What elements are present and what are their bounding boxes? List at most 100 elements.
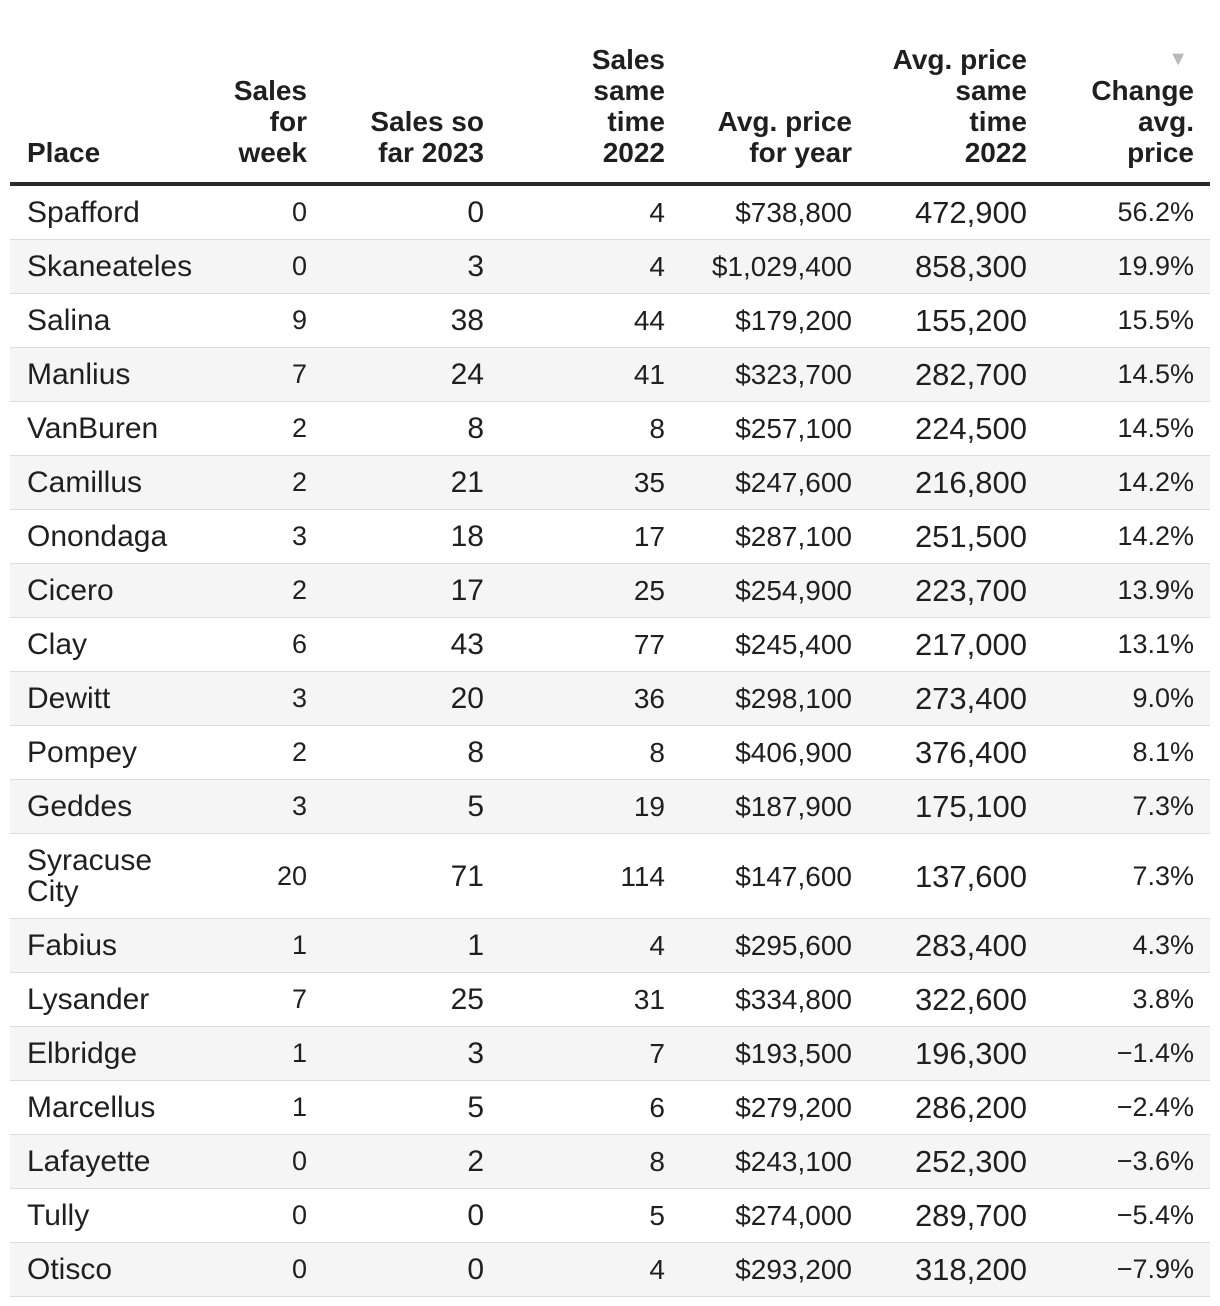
price_year-cell: $243,100 (665, 1134, 852, 1189)
sales_2023-cell: 5 (307, 1080, 484, 1135)
table-row: Spafford 0 0 4 $738,800 472,900 56.2% (10, 184, 1210, 240)
price_year-cell: $738,800 (665, 184, 852, 240)
price_2022-cell: 224,500 (852, 401, 1027, 456)
price_year-cell: $1,029,400 (665, 239, 852, 294)
sales_2023-cell: 2 (307, 1134, 484, 1189)
column-header-sales_2022[interactable]: Sales same time 2022 (484, 0, 665, 186)
sales_2023-cell: 43 (307, 617, 484, 672)
sales_2022-cell: 4 (484, 918, 665, 973)
sales_week-cell: 1 (200, 918, 307, 973)
column-label-sales_2023: Sales so far 2023 (370, 106, 484, 168)
price_year-cell: $334,800 (665, 972, 852, 1027)
sales_week-cell: 2 (200, 401, 307, 456)
change-cell: 14.2% (1027, 509, 1210, 564)
place-cell: Lafayette (10, 1134, 200, 1189)
place-cell: Lysander (10, 972, 200, 1027)
table-row: Elbridge 1 3 7 $193,500 196,300 −1.4% (10, 1026, 1210, 1081)
sales_2023-cell: 20 (307, 671, 484, 726)
table-row: Tully 0 0 5 $274,000 289,700 −5.4% (10, 1188, 1210, 1243)
table-row: Syracuse City 20 71 114 $147,600 137,600 7.3% (10, 833, 1210, 919)
column-header-sales_week[interactable]: Sales for week (200, 0, 307, 186)
place-cell: Fabius (10, 918, 200, 973)
sales_2022-cell: 7 (484, 1026, 665, 1081)
price_2022-cell: 217,000 (852, 617, 1027, 672)
place-cell: Skaneateles (10, 239, 200, 294)
price_year-cell: $187,900 (665, 779, 852, 834)
sales_2022-cell: 8 (484, 1134, 665, 1189)
price_2022-cell: 322,600 (852, 972, 1027, 1027)
price_year-cell: $254,900 (665, 563, 852, 618)
place-cell: Salina (10, 293, 200, 348)
price_year-cell: $245,400 (665, 617, 852, 672)
sales_2022-cell: 19 (484, 779, 665, 834)
column-header-price_2022[interactable]: Avg. price same time 2022 (852, 0, 1027, 186)
price_2022-cell: 252,300 (852, 1134, 1027, 1189)
place-cell: Dewitt (10, 671, 200, 726)
price_2022-cell: 175,100 (852, 779, 1027, 834)
sales_week-cell: 0 (200, 239, 307, 294)
place-cell: Pompey (10, 725, 200, 780)
sales_2023-cell: 24 (307, 347, 484, 402)
price_year-cell: $247,600 (665, 455, 852, 510)
column-header-change[interactable]: ▼ Change avg. price (1027, 0, 1210, 186)
change-cell: −2.4% (1027, 1080, 1210, 1135)
price_2022-cell: 376,400 (852, 725, 1027, 780)
place-cell: Clay (10, 617, 200, 672)
sort-descending-icon: ▼ (1168, 48, 1188, 70)
sales_2022-cell: 31 (484, 972, 665, 1027)
sales_2023-cell: 1 (307, 918, 484, 973)
place-cell: Geddes (10, 779, 200, 834)
price_year-cell: $279,200 (665, 1080, 852, 1135)
sales_week-cell: 0 (200, 1242, 307, 1297)
price_2022-cell: 137,600 (852, 833, 1027, 919)
place-cell: Spafford (10, 184, 200, 240)
table-row: Camillus 2 21 35 $247,600 216,800 14.2% (10, 455, 1210, 510)
column-label-change: Change avg. price (1091, 75, 1194, 168)
sales_week-cell: 0 (200, 184, 307, 240)
table-row: Salina 9 38 44 $179,200 155,200 15.5% (10, 293, 1210, 348)
change-cell: 13.1% (1027, 617, 1210, 672)
price_year-cell: $293,200 (665, 1242, 852, 1297)
sales_2022-cell: 17 (484, 509, 665, 564)
table-row: Otisco 0 0 4 $293,200 318,200 −7.9% (10, 1242, 1210, 1297)
sales_week-cell: 20 (200, 833, 307, 919)
sales_2022-cell: 8 (484, 725, 665, 780)
place-cell: Cicero (10, 563, 200, 618)
header-row: Place Sales for week Sales so far 2023 Sale… (10, 0, 1210, 186)
sales_2023-cell: 3 (307, 1026, 484, 1081)
sales_week-cell: 7 (200, 347, 307, 402)
table-row: Marcellus 1 5 6 $279,200 286,200 −2.4% (10, 1080, 1210, 1135)
price_year-cell: $274,000 (665, 1188, 852, 1243)
table-row: Lysander 7 25 31 $334,800 322,600 3.8% (10, 972, 1210, 1027)
sales_2023-cell: 8 (307, 401, 484, 456)
sales_2022-cell: 35 (484, 455, 665, 510)
change-cell: 8.1% (1027, 725, 1210, 780)
sales_2022-cell: 36 (484, 671, 665, 726)
sales_2023-cell: 8 (307, 725, 484, 780)
price_year-cell: $287,100 (665, 509, 852, 564)
column-header-sales_2023[interactable]: Sales so far 2023 (307, 0, 484, 186)
sales_2022-cell: 8 (484, 401, 665, 456)
column-header-place[interactable]: Place (10, 0, 200, 186)
price_2022-cell: 155,200 (852, 293, 1027, 348)
sales_week-cell: 6 (200, 617, 307, 672)
price_year-cell: $147,600 (665, 833, 852, 919)
price_year-cell: $257,100 (665, 401, 852, 456)
price_2022-cell: 251,500 (852, 509, 1027, 564)
place-cell: VanBuren (10, 401, 200, 456)
sales_week-cell: 0 (200, 1188, 307, 1243)
sales_2023-cell: 0 (307, 1242, 484, 1297)
table-row: Manlius 7 24 41 $323,700 282,700 14.5% (10, 347, 1210, 402)
sales_week-cell: 7 (200, 972, 307, 1027)
price_2022-cell: 223,700 (852, 563, 1027, 618)
change-cell: 3.8% (1027, 972, 1210, 1027)
sales_week-cell: 3 (200, 671, 307, 726)
price_2022-cell: 286,200 (852, 1080, 1027, 1135)
table-row: Skaneateles 0 3 4 $1,029,400 858,300 19.9% (10, 239, 1210, 294)
table-row: Pompey 2 8 8 $406,900 376,400 8.1% (10, 725, 1210, 780)
column-header-price_year[interactable]: Avg. price for year (665, 0, 852, 186)
table-row: Geddes 3 5 19 $187,900 175,100 7.3% (10, 779, 1210, 834)
sales_week-cell: 0 (200, 1134, 307, 1189)
sales_week-cell: 2 (200, 725, 307, 780)
price_2022-cell: 472,900 (852, 184, 1027, 240)
